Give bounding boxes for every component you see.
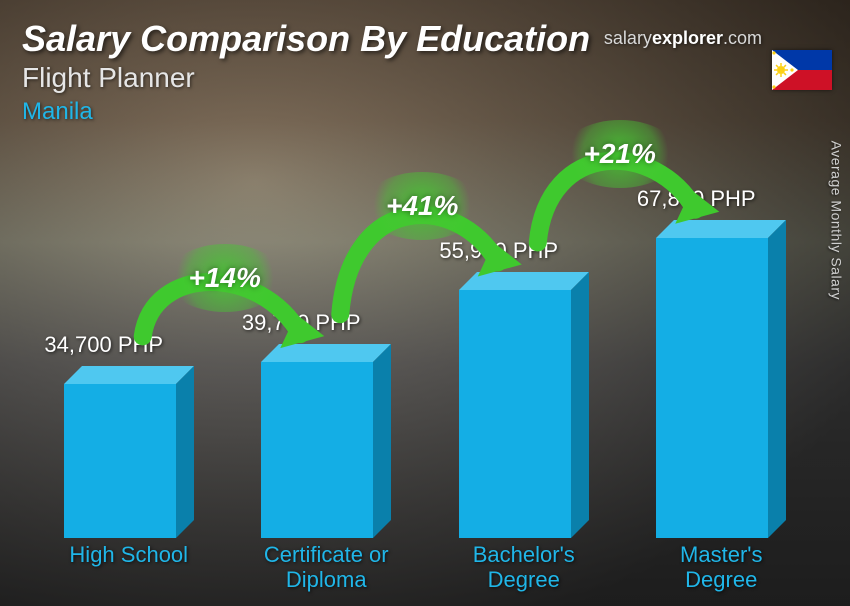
- bar-front: [64, 384, 176, 538]
- category-label: Certificate orDiploma: [236, 542, 416, 594]
- category-label: Bachelor'sDegree: [434, 542, 614, 594]
- value-label: 34,700 PHP: [9, 332, 199, 358]
- watermark-prefix: salary: [604, 28, 652, 48]
- chart-area: 34,700 PHP39,700 PHP55,900 PHP67,800 PHP…: [30, 164, 820, 594]
- chart-city: Manila: [22, 98, 590, 126]
- bar-front: [656, 238, 768, 538]
- watermark: salaryexplorer.com: [604, 28, 762, 49]
- bar-top: [459, 272, 589, 290]
- bar-side: [373, 344, 391, 538]
- bar-top: [261, 344, 391, 362]
- category-label: High School: [39, 542, 219, 594]
- bar-front: [261, 362, 373, 538]
- chart-subtitle: Flight Planner: [22, 62, 590, 94]
- bar-3d: [656, 238, 786, 538]
- value-label: 39,700 PHP: [206, 310, 396, 336]
- bar-3d: [64, 384, 194, 538]
- increase-badge: +21%: [562, 120, 678, 188]
- category-labels: High School Certificate orDiploma Bachelor…: [30, 542, 820, 594]
- bar-top: [64, 366, 194, 384]
- salary-comparison-infographic: Salary Comparison By Education Flight Pl…: [0, 0, 850, 606]
- value-label: 67,800 PHP: [601, 186, 791, 212]
- bar-front: [459, 290, 571, 538]
- flag-icon: [772, 50, 832, 90]
- watermark-bold: explorer: [652, 28, 723, 48]
- bar-top: [656, 220, 786, 238]
- category-label: Master'sDegree: [631, 542, 811, 594]
- title-block: Salary Comparison By Education Flight Pl…: [22, 18, 590, 126]
- bar-3d: [261, 362, 391, 538]
- y-axis-label: Average Monthly Salary: [828, 141, 844, 300]
- bar-side: [768, 220, 786, 538]
- bar-slot: 55,900 PHP: [434, 178, 614, 538]
- bar-3d: [459, 290, 589, 538]
- chart-title: Salary Comparison By Education: [22, 18, 590, 60]
- bar-slot: 67,800 PHP: [631, 178, 811, 538]
- value-label: 55,900 PHP: [404, 238, 594, 264]
- bar-side: [176, 366, 194, 538]
- bar-side: [571, 272, 589, 538]
- increase-badge: +14%: [167, 244, 283, 312]
- watermark-suffix: .com: [723, 28, 762, 48]
- bar-slot: 34,700 PHP: [39, 178, 219, 538]
